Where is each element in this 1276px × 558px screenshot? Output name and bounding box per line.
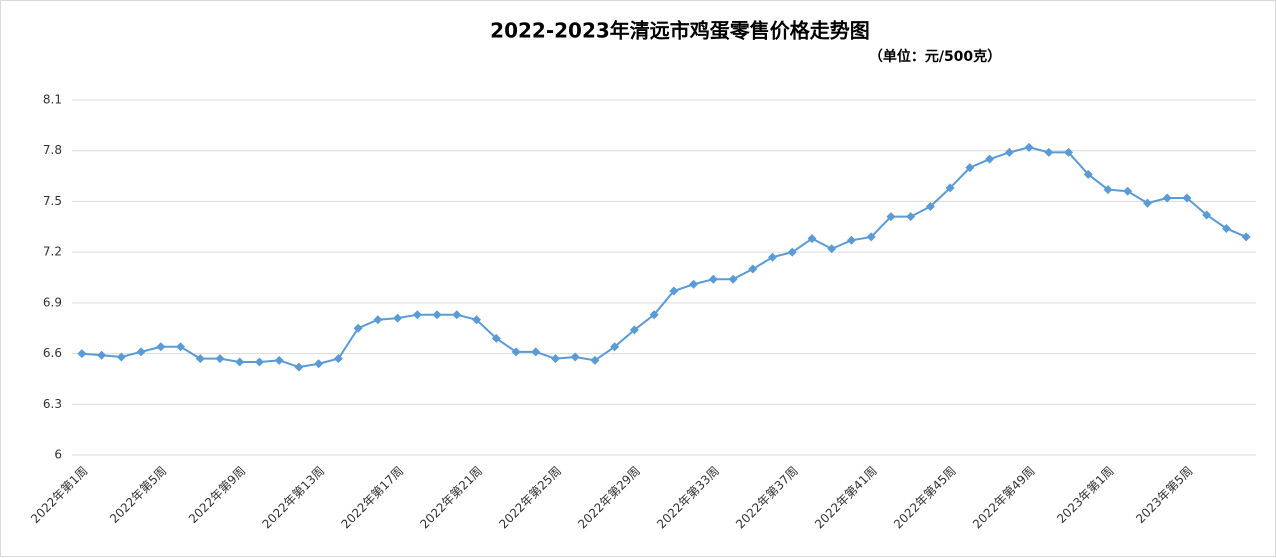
marker	[156, 342, 166, 352]
marker	[1044, 147, 1054, 157]
marker	[985, 154, 995, 164]
marker	[945, 183, 955, 193]
marker	[610, 342, 620, 352]
y-tick-label: 7.2	[43, 245, 62, 259]
marker	[136, 347, 146, 357]
marker	[728, 274, 738, 284]
marker	[708, 274, 718, 284]
marker	[1064, 147, 1074, 157]
marker	[373, 315, 383, 325]
marker	[353, 323, 363, 333]
marker	[965, 163, 975, 173]
marker	[176, 342, 186, 352]
marker	[1103, 185, 1113, 195]
marker	[629, 325, 639, 335]
marker	[531, 347, 541, 357]
marker	[294, 362, 304, 372]
marker	[689, 279, 699, 289]
marker	[669, 286, 679, 296]
marker	[866, 232, 876, 242]
marker	[1202, 210, 1212, 220]
marker	[1162, 193, 1172, 203]
marker	[215, 354, 225, 364]
marker	[886, 212, 896, 222]
marker	[906, 212, 916, 222]
marker	[254, 357, 264, 367]
marker	[274, 355, 284, 365]
chart-subtitle: （单位：元/500克）	[869, 48, 1001, 65]
marker	[827, 244, 837, 254]
marker	[1182, 193, 1192, 203]
marker	[1024, 142, 1034, 152]
chart-title: 2022-2023年清远市鸡蛋零售价格走势图	[490, 19, 870, 43]
y-tick-label: 7.5	[43, 194, 62, 208]
marker	[333, 354, 343, 364]
marker	[432, 310, 442, 320]
marker	[116, 352, 126, 362]
marker	[925, 202, 935, 211]
marker	[1241, 232, 1251, 242]
marker	[550, 354, 560, 364]
marker	[787, 247, 797, 257]
marker	[570, 352, 580, 362]
marker	[314, 359, 324, 369]
marker	[235, 357, 245, 367]
y-tick-label: 6.9	[43, 295, 62, 309]
marker	[1221, 223, 1231, 233]
marker	[846, 235, 856, 245]
y-tick-label: 7.8	[43, 143, 62, 157]
marker	[1004, 147, 1014, 157]
y-tick-label: 6	[54, 448, 62, 462]
marker	[452, 310, 462, 320]
marker	[1083, 169, 1093, 179]
marker	[393, 313, 403, 323]
y-tick-label: 6.6	[43, 346, 62, 360]
marker	[590, 355, 600, 365]
marker	[768, 252, 778, 262]
marker	[472, 315, 482, 325]
marker	[649, 310, 659, 320]
y-tick-label: 8.1	[43, 93, 62, 107]
marker	[511, 347, 521, 357]
marker	[748, 264, 758, 274]
marker	[1142, 198, 1152, 208]
marker	[491, 333, 501, 343]
marker	[77, 349, 87, 359]
marker	[1123, 186, 1133, 196]
marker	[195, 354, 205, 364]
marker	[412, 310, 422, 320]
marker	[97, 350, 107, 360]
marker	[807, 234, 817, 244]
y-tick-label: 6.3	[43, 397, 62, 411]
